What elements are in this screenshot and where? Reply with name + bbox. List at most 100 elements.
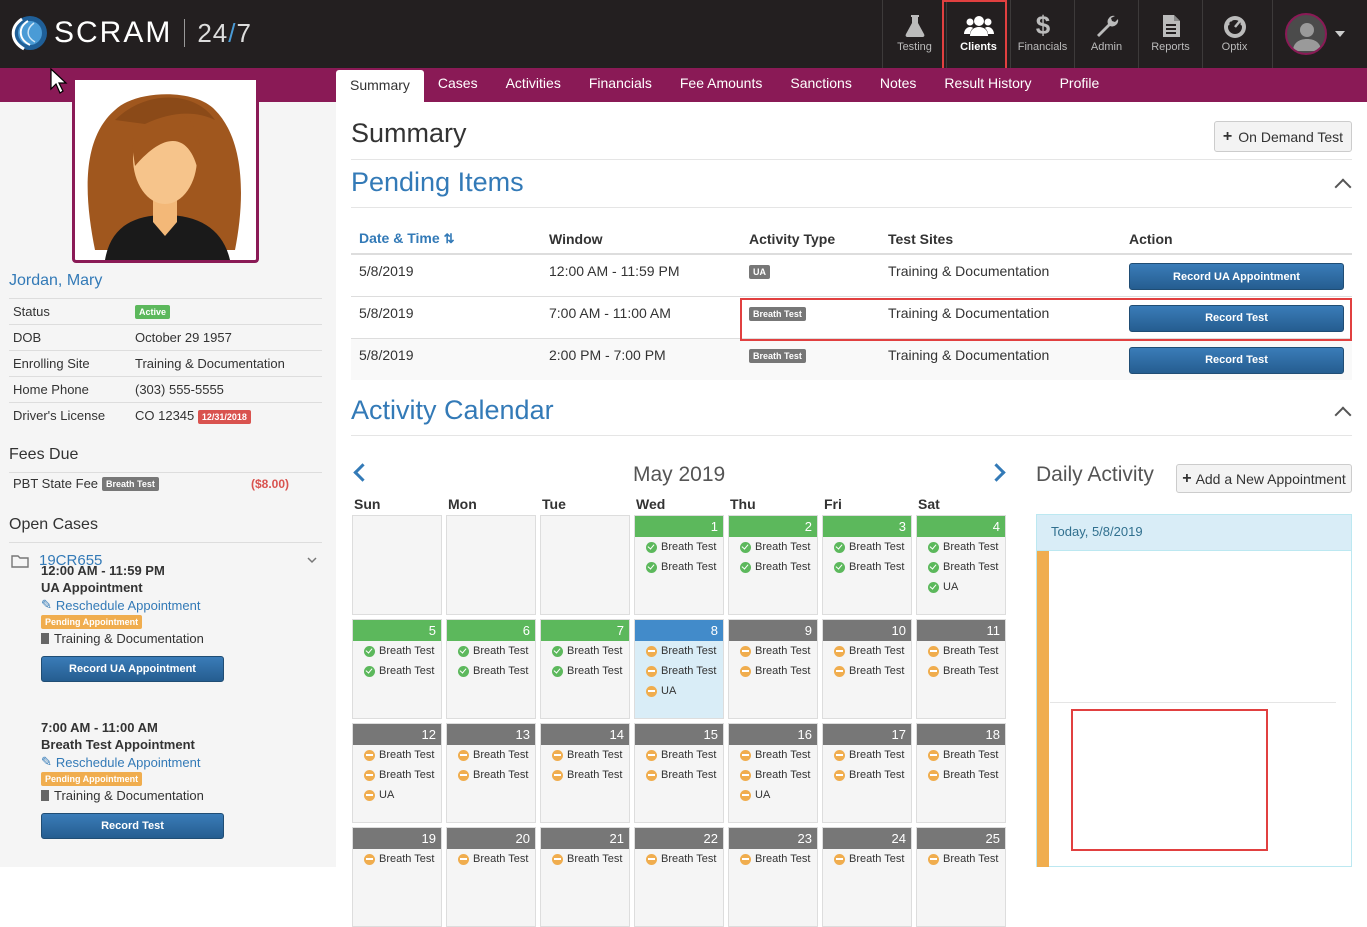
calendar-event[interactable]: UA	[635, 681, 723, 701]
calendar-day-20[interactable]: 20 Breath Test	[446, 827, 536, 927]
nav-optix[interactable]: Optix	[1202, 0, 1266, 68]
calendar-event[interactable]: Breath Test	[823, 765, 911, 785]
calendar-day-1[interactable]: 1 Breath Test Breath Test	[634, 515, 724, 615]
tab-fee-amounts[interactable]: Fee Amounts	[679, 75, 763, 91]
calendar-day-5[interactable]: 5 Breath Test Breath Test	[352, 619, 442, 719]
calendar-event[interactable]: Breath Test	[729, 537, 817, 557]
collapse-calendar-icon[interactable]	[1334, 406, 1352, 424]
calendar-event[interactable]: Breath Test	[917, 557, 1005, 577]
calendar-event[interactable]: Breath Test	[635, 557, 723, 577]
nav-clients[interactable]: Clients	[946, 0, 1010, 68]
calendar-day-6[interactable]: 6 Breath Test Breath Test	[446, 619, 536, 719]
calendar-day-19[interactable]: 19 Breath Test	[352, 827, 442, 927]
calendar-event[interactable]: Breath Test	[917, 641, 1005, 661]
calendar-event[interactable]: Breath Test	[541, 661, 629, 681]
nav-testing[interactable]: Testing	[882, 0, 946, 68]
calendar-event[interactable]: Breath Test	[729, 661, 817, 681]
calendar-day-15[interactable]: 15 Breath Test Breath Test	[634, 723, 724, 823]
col-date-time[interactable]: Date & Time ⇅	[351, 224, 541, 255]
tab-cases[interactable]: Cases	[437, 75, 478, 91]
calendar-event[interactable]: Breath Test	[729, 557, 817, 577]
reschedule-link[interactable]: ✎ Reschedule Appointment	[41, 754, 301, 770]
nav-admin[interactable]: Admin	[1074, 0, 1138, 68]
calendar-day-16[interactable]: 16 Breath Test Breath Test UA	[728, 723, 818, 823]
calendar-event[interactable]: Breath Test	[353, 641, 441, 661]
calendar-day-23[interactable]: 23 Breath Test	[728, 827, 818, 927]
add-appointment-button[interactable]: + Add a New Appointment	[1176, 464, 1352, 493]
record-test-button[interactable]: Record Test	[41, 812, 224, 839]
calendar-event[interactable]: Breath Test	[541, 849, 629, 869]
calendar-event[interactable]: Breath Test	[635, 641, 723, 661]
calendar-event[interactable]: Breath Test	[635, 661, 723, 681]
calendar-day-7[interactable]: 7 Breath Test Breath Test	[540, 619, 630, 719]
calendar-event[interactable]: Breath Test	[353, 765, 441, 785]
calendar-event[interactable]: Breath Test	[635, 849, 723, 869]
tab-notes[interactable]: Notes	[879, 75, 917, 91]
calendar-event[interactable]: Breath Test	[447, 849, 535, 869]
calendar-event[interactable]: Breath Test	[917, 765, 1005, 785]
calendar-day-21[interactable]: 21 Breath Test	[540, 827, 630, 927]
record-test-button[interactable]: Record Test	[1129, 346, 1344, 374]
calendar-event[interactable]: UA	[353, 785, 441, 805]
calendar-event[interactable]: Breath Test	[917, 661, 1005, 681]
calendar-day-8[interactable]: 8 Breath Test Breath Test UA	[634, 619, 724, 719]
calendar-event[interactable]: Breath Test	[353, 661, 441, 681]
calendar-event[interactable]: UA	[917, 577, 1005, 597]
calendar-day-12[interactable]: 12 Breath Test Breath Test UA	[352, 723, 442, 823]
next-month-icon[interactable]	[987, 463, 1006, 482]
record-test-button[interactable]: Record Test	[1129, 304, 1344, 332]
calendar-event[interactable]: Breath Test	[823, 557, 911, 577]
calendar-event[interactable]: Breath Test	[635, 745, 723, 765]
calendar-day-2[interactable]: 2 Breath Test Breath Test	[728, 515, 818, 615]
record-ua-appointment-button[interactable]: Record UA Appointment	[1129, 263, 1344, 290]
calendar-day-17[interactable]: 17 Breath Test Breath Test	[822, 723, 912, 823]
calendar-day-14[interactable]: 14 Breath Test Breath Test	[540, 723, 630, 823]
tab-sanctions[interactable]: Sanctions	[790, 75, 852, 91]
scram-logo[interactable]: SCRAM 24/7	[8, 10, 252, 56]
calendar-day-24[interactable]: 24 Breath Test	[822, 827, 912, 927]
case-item[interactable]: 19CR655	[11, 552, 321, 569]
calendar-event[interactable]: Breath Test	[353, 745, 441, 765]
calendar-event[interactable]: Breath Test	[729, 745, 817, 765]
calendar-event[interactable]: Breath Test	[541, 745, 629, 765]
calendar-day-4[interactable]: 4 Breath Test Breath Test UA	[916, 515, 1006, 615]
client-name[interactable]: Jordan, Mary	[9, 272, 103, 289]
calendar-event[interactable]: Breath Test	[541, 641, 629, 661]
calendar-event[interactable]: Breath Test	[541, 765, 629, 785]
calendar-event[interactable]: Breath Test	[917, 537, 1005, 557]
nav-financials[interactable]: $ Financials	[1010, 0, 1074, 68]
reschedule-link[interactable]: ✎ Reschedule Appointment	[41, 597, 301, 613]
calendar-event[interactable]: Breath Test	[823, 849, 911, 869]
calendar-event[interactable]: Breath Test	[823, 745, 911, 765]
calendar-event[interactable]: Breath Test	[729, 849, 817, 869]
nav-reports[interactable]: Reports	[1138, 0, 1202, 68]
calendar-event[interactable]: Breath Test	[447, 745, 535, 765]
calendar-event[interactable]: Breath Test	[823, 661, 911, 681]
user-profile-menu[interactable]	[1272, 0, 1367, 68]
tab-profile[interactable]: Profile	[1059, 75, 1100, 91]
calendar-day-18[interactable]: 18 Breath Test Breath Test	[916, 723, 1006, 823]
tab-activities[interactable]: Activities	[505, 75, 561, 91]
calendar-event[interactable]: Breath Test	[823, 537, 911, 557]
calendar-event[interactable]: Breath Test	[447, 765, 535, 785]
tab-financials[interactable]: Financials	[588, 75, 652, 91]
calendar-event[interactable]: UA	[729, 785, 817, 805]
calendar-event[interactable]: Breath Test	[729, 641, 817, 661]
tab-summary[interactable]: Summary	[336, 70, 424, 104]
record-ua-appointment-button[interactable]: Record UA Appointment	[41, 655, 224, 682]
prev-month-icon[interactable]	[353, 463, 372, 482]
calendar-event[interactable]: Breath Test	[447, 641, 535, 661]
calendar-day-3[interactable]: 3 Breath Test Breath Test	[822, 515, 912, 615]
calendar-day-10[interactable]: 10 Breath Test Breath Test	[822, 619, 912, 719]
collapse-pending-icon[interactable]	[1334, 178, 1352, 196]
calendar-day-22[interactable]: 22 Breath Test	[634, 827, 724, 927]
calendar-event[interactable]: Breath Test	[729, 765, 817, 785]
calendar-event[interactable]: Breath Test	[917, 849, 1005, 869]
calendar-event[interactable]: Breath Test	[353, 849, 441, 869]
calendar-event[interactable]: Breath Test	[635, 765, 723, 785]
calendar-event[interactable]: Breath Test	[823, 641, 911, 661]
calendar-event[interactable]: Breath Test	[917, 745, 1005, 765]
calendar-day-25[interactable]: 25 Breath Test	[916, 827, 1006, 927]
chevron-down-icon[interactable]	[307, 557, 317, 564]
calendar-day-9[interactable]: 9 Breath Test Breath Test	[728, 619, 818, 719]
